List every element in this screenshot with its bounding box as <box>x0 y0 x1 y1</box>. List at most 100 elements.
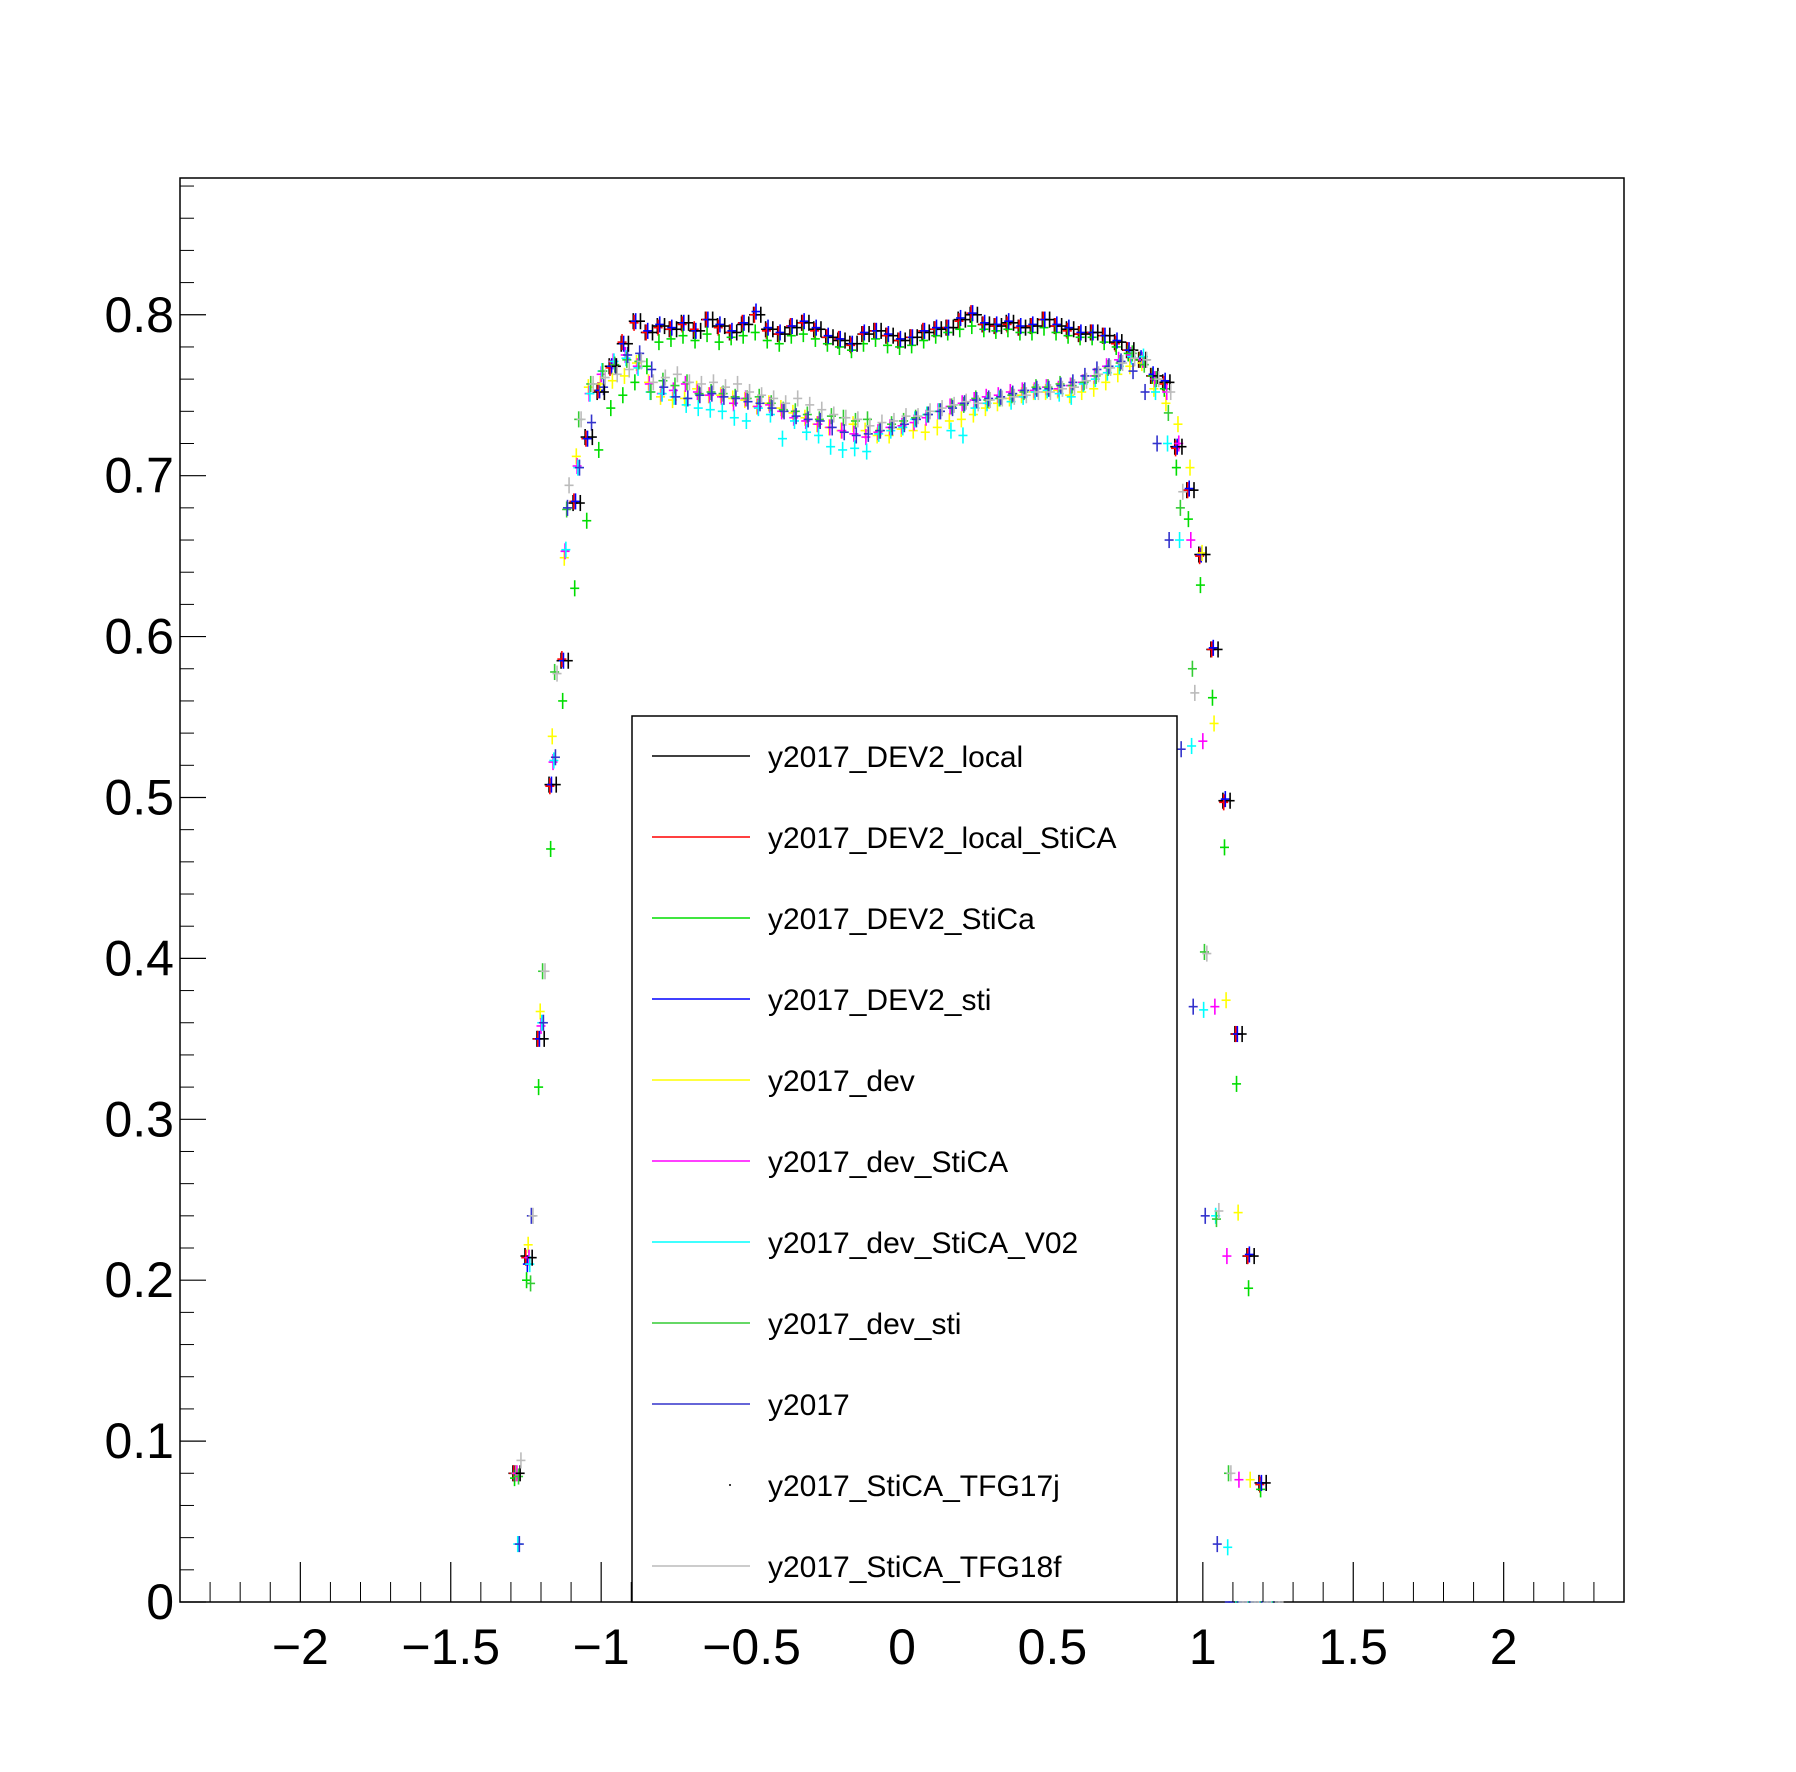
y-tick-label: 0.1 <box>104 1413 174 1469</box>
data-point <box>1009 388 1019 405</box>
data-point <box>1222 1248 1232 1265</box>
data-point <box>924 324 934 341</box>
data-point <box>901 408 911 425</box>
data-point <box>949 396 959 413</box>
data-point <box>657 385 667 402</box>
data-point <box>1198 733 1208 750</box>
data-point <box>514 1468 524 1485</box>
data-point <box>528 1207 538 1224</box>
data-point <box>972 306 982 323</box>
data-point <box>1064 319 1074 336</box>
data-point <box>1093 324 1103 341</box>
data-point <box>1116 353 1126 370</box>
y-tick-label: 0.4 <box>104 930 174 986</box>
data-point <box>841 409 851 426</box>
data-point <box>828 329 838 346</box>
data-points <box>508 303 1284 1603</box>
data-point <box>827 419 837 436</box>
data-point <box>826 438 836 455</box>
legend-label: y2017_dev_StiCA <box>768 1146 1008 1179</box>
data-point <box>570 493 581 510</box>
legend-label: y2017_DEV2_sti <box>768 984 991 1017</box>
data-point <box>719 388 729 405</box>
data-point <box>1166 383 1176 401</box>
data-point <box>815 412 825 430</box>
data-point <box>775 324 785 341</box>
data-point <box>1245 1471 1255 1488</box>
data-point <box>846 337 856 354</box>
data-point <box>956 309 966 327</box>
data-point <box>899 416 909 433</box>
data-point <box>787 317 797 335</box>
legend-entry: y2017_DEV2_StiCa <box>652 903 1035 936</box>
data-point <box>1154 371 1164 388</box>
data-point <box>1033 383 1043 401</box>
data-point <box>937 400 947 417</box>
data-point <box>823 327 833 344</box>
y-tick-label: 0 <box>146 1574 174 1630</box>
data-point <box>912 329 922 346</box>
data-point <box>768 321 778 338</box>
data-point <box>659 379 669 396</box>
data-point <box>907 337 917 354</box>
data-point <box>862 443 872 460</box>
data-point <box>733 375 743 393</box>
data-point <box>1160 372 1170 389</box>
data-point <box>600 369 610 386</box>
data-point <box>672 366 682 383</box>
data-point <box>696 375 706 393</box>
data-point <box>684 374 694 391</box>
data-point <box>629 314 639 331</box>
data-point <box>636 353 646 370</box>
data-point <box>1171 459 1181 476</box>
data-point <box>1008 314 1019 331</box>
data-point <box>811 319 821 336</box>
data-point <box>948 319 958 336</box>
data-point <box>779 403 789 420</box>
legend-label: y2017 <box>768 1389 850 1422</box>
data-point <box>612 366 622 383</box>
data-point <box>1226 1465 1236 1482</box>
data-point <box>1069 321 1079 338</box>
data-point <box>793 390 803 407</box>
data-point <box>717 403 727 420</box>
data-point <box>732 324 742 341</box>
data-point <box>777 430 787 447</box>
data-point <box>1261 1474 1271 1491</box>
data-point <box>1173 416 1183 433</box>
data-point <box>883 326 893 343</box>
x-tick-label: −1.5 <box>401 1619 500 1675</box>
data-point <box>534 1079 544 1096</box>
data-point <box>655 316 665 333</box>
data-point <box>1175 531 1185 549</box>
data-point <box>1250 1601 1260 1603</box>
data-point <box>564 477 574 494</box>
data-point <box>968 406 978 423</box>
data-point <box>550 749 560 766</box>
data-point <box>729 409 739 426</box>
data-point <box>1176 741 1186 758</box>
data-point <box>1237 1025 1247 1043</box>
data-point <box>1213 641 1223 658</box>
data-point <box>744 316 754 333</box>
data-point <box>647 324 658 341</box>
data-point <box>695 387 705 404</box>
data-point <box>594 441 604 458</box>
data-point <box>1219 839 1230 856</box>
legend-label: y2017_DEV2_StiCa <box>768 903 1035 936</box>
legend-label: y2017_dev_sti <box>768 1308 961 1341</box>
data-point <box>1113 366 1123 383</box>
legend-swatch <box>729 1484 731 1486</box>
data-point <box>958 427 968 444</box>
data-point <box>619 367 629 384</box>
data-point <box>527 1249 537 1266</box>
data-point <box>667 319 677 336</box>
data-point <box>1016 317 1026 335</box>
data-point <box>557 651 567 668</box>
data-point <box>1188 998 1198 1015</box>
data-point <box>887 419 897 436</box>
data-point <box>643 322 653 339</box>
x-tick-label: −1 <box>573 1619 630 1675</box>
data-point <box>588 375 598 393</box>
